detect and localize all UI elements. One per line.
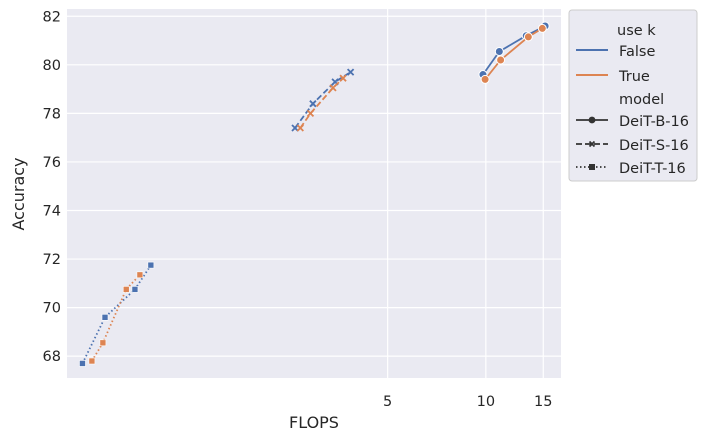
y-tick-label: 74 xyxy=(43,203,61,219)
data-point xyxy=(147,261,155,269)
series xyxy=(79,21,550,367)
legend-deit-b-swatch xyxy=(576,116,608,124)
data-point xyxy=(296,124,304,132)
legend-deit-s-swatch xyxy=(576,140,608,148)
data-point xyxy=(496,55,506,65)
y-axis-label: Accuracy xyxy=(9,157,28,230)
legend-style-title: model xyxy=(619,92,664,108)
data-point xyxy=(122,286,130,293)
series-line xyxy=(482,25,546,76)
data-point xyxy=(537,23,547,33)
grid xyxy=(67,9,561,378)
data-point xyxy=(306,109,315,118)
series-line xyxy=(299,77,344,129)
x-tick-label: 5 xyxy=(383,394,392,410)
series-deit-s-16-usek-true xyxy=(296,74,347,132)
data-point xyxy=(79,360,86,367)
data-point xyxy=(88,357,96,365)
y-tick-label: 72 xyxy=(43,252,61,268)
y-tick-label: 80 xyxy=(43,58,61,74)
x-axis-label: FLOPS xyxy=(289,413,339,432)
data-point xyxy=(523,32,533,42)
series-deit-t-16-usek-true xyxy=(88,271,144,365)
y-tick-label: 68 xyxy=(43,349,61,365)
data-point xyxy=(291,124,299,132)
y-tick-label: 76 xyxy=(43,155,61,171)
x-tick-labels: 5 10 15 xyxy=(383,394,552,410)
data-point xyxy=(339,74,347,82)
y-tick-label: 70 xyxy=(43,301,61,317)
data-point xyxy=(101,314,109,321)
legend-deit-t-label: DeiT-T-16 xyxy=(619,161,686,177)
plot-background xyxy=(67,9,561,378)
legend-true-label: True xyxy=(618,69,650,85)
legend-deit-b-label: DeiT-B-16 xyxy=(619,114,689,130)
data-point xyxy=(309,100,317,108)
legend-deit-s-label: DeiT-S-16 xyxy=(619,138,689,154)
legend-false-label: False xyxy=(619,44,655,60)
legend-hue-title: use k xyxy=(617,23,656,39)
data-point xyxy=(131,286,139,293)
data-point xyxy=(494,46,504,56)
y-tick-labels: 68 70 72 74 76 78 80 82 xyxy=(43,9,61,365)
data-point xyxy=(329,84,337,92)
legend-deit-t-swatch xyxy=(576,164,608,170)
legend-frame xyxy=(568,9,698,182)
y-tick-label: 82 xyxy=(43,9,61,25)
series-deit-t-16-usek-false xyxy=(79,261,155,367)
data-point xyxy=(346,68,355,76)
series-line xyxy=(484,27,543,80)
x-tick-label: 10 xyxy=(477,394,495,410)
series-line xyxy=(294,71,352,129)
x-tick-label: 15 xyxy=(534,394,552,410)
y-tick-label: 78 xyxy=(43,106,61,122)
data-point xyxy=(480,74,490,84)
legend: use k False True model DeiT-B-16 DeiT-S-… xyxy=(568,9,698,182)
data-point xyxy=(136,271,144,279)
series-deit-b-16-usek-true xyxy=(480,23,547,84)
data-point xyxy=(99,339,107,347)
